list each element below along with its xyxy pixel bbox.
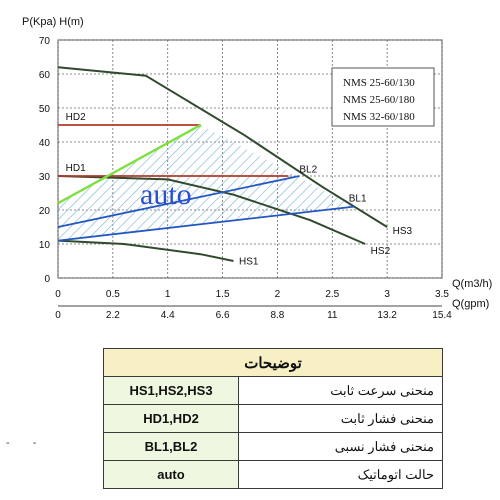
auto-label: auto — [140, 178, 192, 211]
x-tick-label: 3.5 — [435, 289, 449, 300]
x-tick-label-gpm: 8.8 — [270, 310, 284, 321]
model-label-1: NMS 25-60/130 — [343, 77, 415, 89]
y-tick-label: 70 — [39, 36, 51, 47]
model-label-2: NMS 25-60/180 — [343, 94, 415, 106]
table-row: HS1,HS2,HS3 منحنی سرعت ثابت — [103, 376, 443, 405]
series-line-hs3 — [57, 66, 388, 228]
model-label-3: NMS 32-60/180 — [343, 111, 415, 123]
legend-table-title: توضیحات — [103, 348, 443, 377]
y-axis-label: P(Kpa) H(m) — [22, 16, 84, 28]
series-line-hs1 — [57, 239, 234, 262]
x-axis-label-gpm: Q(gpm) — [452, 298, 489, 310]
y-tick-label: 10 — [39, 240, 51, 251]
x-tick-label-gpm: 15.4 — [432, 310, 452, 321]
x-tick-label: 0.5 — [106, 289, 120, 300]
x-tick-label: 2 — [275, 289, 281, 300]
legend-code: HD1,HD2 — [103, 404, 239, 433]
stray-marks: - - — [6, 437, 47, 449]
legend-code: auto — [103, 460, 239, 489]
series-label-hd1: HD1 — [66, 163, 86, 174]
table-row: auto حالت اتوماتیک — [103, 460, 443, 489]
x-tick-label-gpm: 2.2 — [106, 310, 120, 321]
legend-code: HS1,HS2,HS3 — [103, 376, 239, 405]
series-label-bl1: BL1 — [349, 194, 367, 205]
x-tick-label: 1.5 — [216, 289, 230, 300]
x-tick-label-gpm: 0 — [55, 310, 61, 321]
x-axis-label: Q(m3/h) — [452, 278, 492, 290]
series-label-bl2: BL2 — [299, 165, 317, 176]
legend-desc: منحنی سرعت ثابت — [238, 376, 443, 405]
y-tick-label: 20 — [39, 206, 51, 217]
x-tick-label: 0 — [55, 289, 61, 300]
x-tick-label-gpm: 4.4 — [161, 310, 175, 321]
y-tick-label: 60 — [39, 70, 51, 81]
series-label-hd2: HD2 — [66, 112, 86, 123]
y-tick-label: 40 — [39, 138, 51, 149]
y-tick-label: 30 — [39, 172, 51, 183]
legend-desc: منحنی فشار ثابت — [238, 404, 443, 433]
legend-code: BL1,BL2 — [103, 432, 239, 461]
model-box: NMS 25-60/130 NMS 25-60/180 NMS 32-60/18… — [331, 67, 435, 127]
series-line-hs2 — [57, 175, 366, 245]
x-tick-label-gpm: 13.2 — [377, 310, 397, 321]
x-tick-label-gpm: 11 — [327, 310, 338, 321]
x-tick-label-gpm: 6.6 — [216, 310, 230, 321]
series-line-auto_line — [57, 123, 202, 205]
x-tick-label: 3 — [384, 289, 390, 300]
table-row: HD1,HD2 منحنی فشار ثابت — [103, 404, 443, 433]
legend-table: توضیحات HS1,HS2,HS3 منحنی سرعت ثابت HD1,… — [103, 348, 443, 489]
x-tick-label: 1 — [165, 289, 171, 300]
series-label-hs3: HS3 — [393, 226, 413, 237]
series-line-bl1 — [57, 205, 355, 242]
legend-desc: حالت اتوماتیک — [238, 460, 443, 489]
series-label-hs2: HS2 — [371, 246, 391, 257]
table-row: BL1,BL2 منحنی فشار نسبی — [103, 432, 443, 461]
x-tick-label: 2.5 — [325, 289, 339, 300]
legend-desc: منحنی فشار نسبی — [238, 432, 443, 461]
pump-performance-chart: 010203040506070000.52.214.41.56.628.82.5… — [22, 16, 492, 321]
series-label-hs1: HS1 — [239, 256, 259, 267]
y-tick-label: 50 — [39, 104, 51, 115]
series-line-bl2 — [57, 175, 300, 228]
y-tick-label: 0 — [44, 274, 50, 285]
